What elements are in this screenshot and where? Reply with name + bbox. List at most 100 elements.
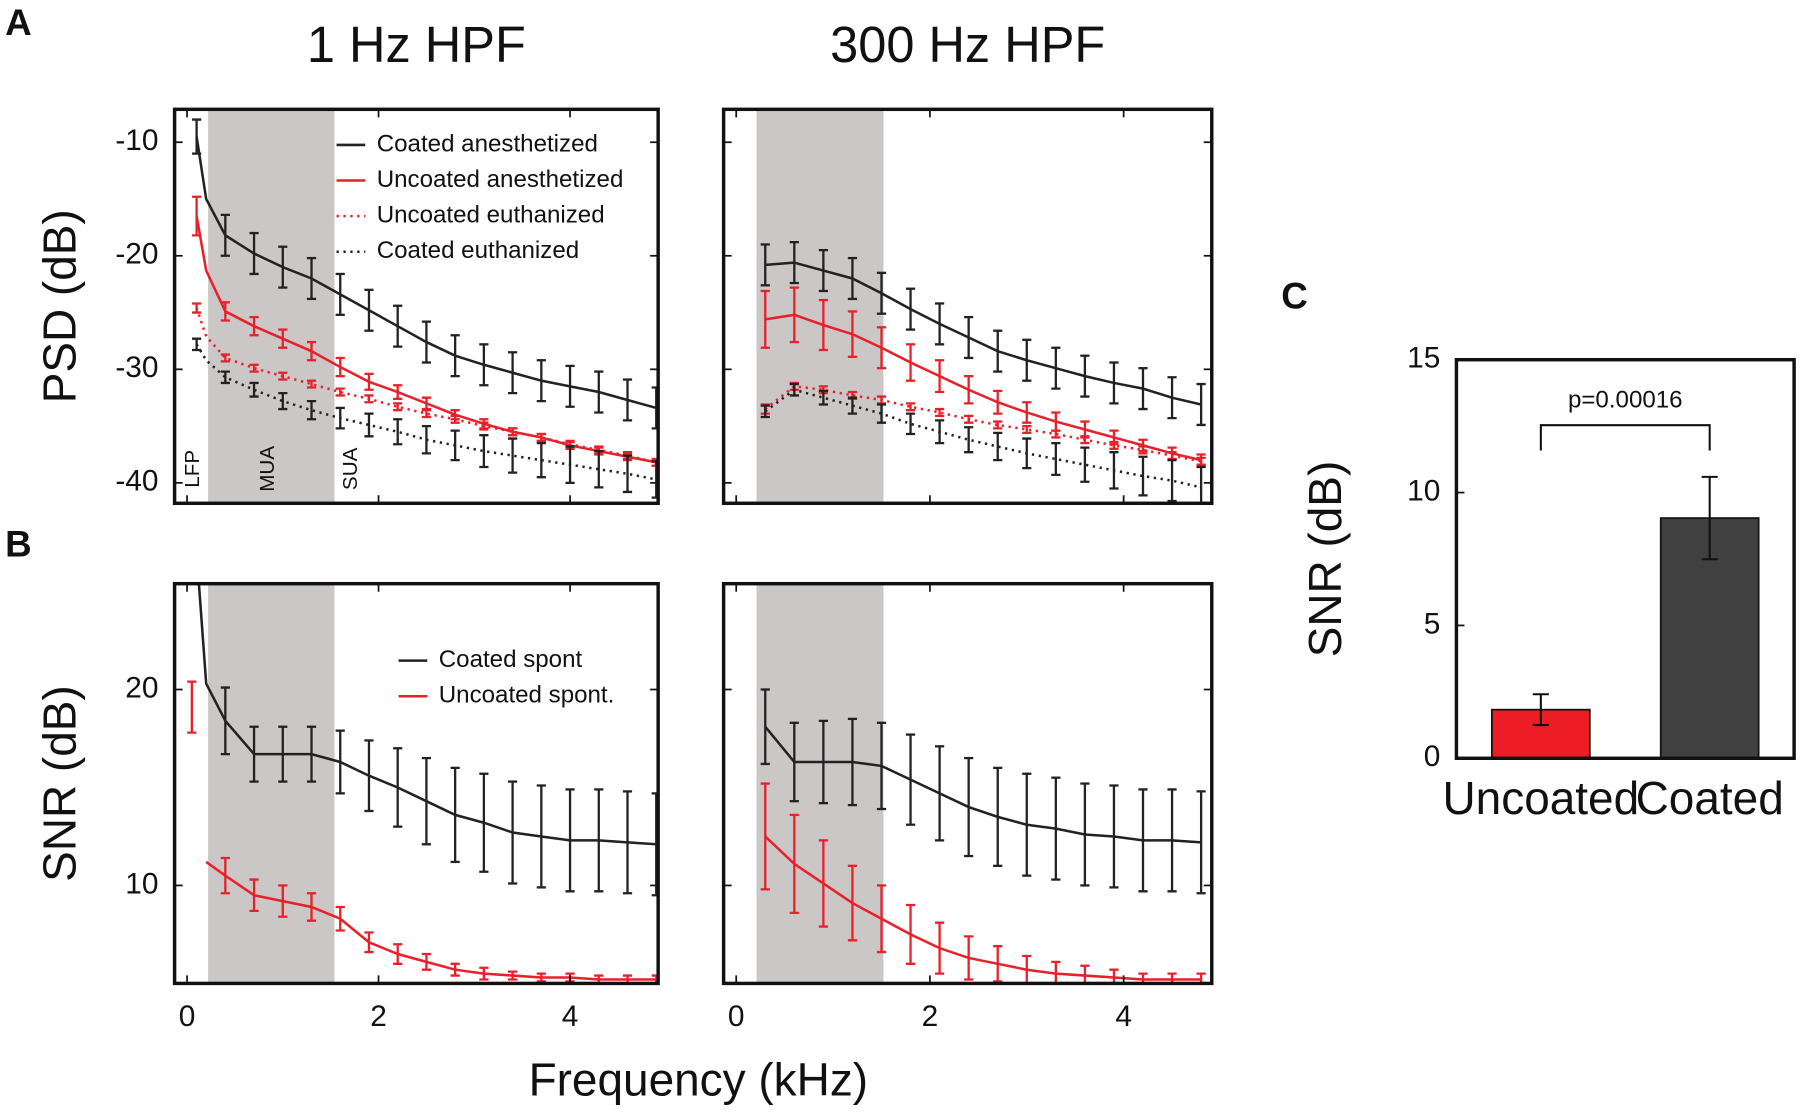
error-bar: [278, 245, 288, 289]
error-bar: [536, 359, 546, 403]
error-bar: [847, 396, 858, 415]
error-bar: [536, 441, 546, 479]
error-bar: [393, 943, 403, 965]
error-bar: [306, 340, 317, 362]
panel-letter: C: [1281, 276, 1308, 317]
x-axis-label: Frequency (kHz): [529, 1053, 869, 1105]
x-tick-label: 4: [1115, 1000, 1132, 1033]
error-bar: [760, 289, 770, 349]
error-bar: [964, 374, 974, 405]
error-bar: [306, 379, 317, 389]
error-bar: [818, 839, 828, 928]
error-bar: [192, 337, 202, 352]
error-bar: [1701, 475, 1718, 561]
y-tick-label: 20: [125, 671, 158, 704]
error-bar: [536, 784, 546, 889]
y-tick-label: 0: [1424, 740, 1441, 773]
plot-area: [192, 109, 659, 504]
error-bar: [249, 878, 259, 913]
error-bar: [935, 419, 945, 445]
error-bar: [249, 315, 259, 337]
error-bar: [508, 970, 518, 981]
error-bar: [450, 766, 460, 864]
y-tick-label: -20: [115, 238, 158, 271]
y-axis-label: SNR (dB): [1299, 461, 1351, 658]
error-bar: [1080, 446, 1090, 483]
error-bar: [364, 412, 374, 438]
error-bar: [364, 931, 374, 954]
error-bar: [565, 788, 575, 893]
error-bar: [651, 386, 659, 430]
error-bar: [993, 431, 1003, 462]
error-bar: [306, 892, 317, 922]
series-line: [197, 583, 657, 846]
error-bar: [393, 384, 403, 400]
error-bar: [1080, 782, 1090, 887]
annotation: p=0.00016: [1568, 386, 1683, 413]
series-line: [195, 307, 657, 464]
series-line: [764, 385, 1202, 463]
panel-letter: B: [5, 524, 32, 565]
error-bar: [1109, 451, 1119, 490]
error-bar: [905, 412, 916, 436]
y-tick-label: 5: [1424, 607, 1441, 640]
error-bar: [935, 921, 945, 975]
error-bar: [905, 343, 916, 382]
error-bar: [1080, 435, 1090, 445]
error-bar: [220, 213, 230, 257]
error-bar: [993, 766, 1003, 867]
error-bar: [964, 756, 974, 858]
error-bar: [335, 356, 345, 378]
shaded-band: [756, 109, 884, 504]
error-bar: [1022, 772, 1032, 877]
error-bar: [421, 320, 432, 364]
error-bar: [1022, 424, 1032, 435]
series-line: [765, 261, 1202, 406]
error-bar: [335, 272, 345, 316]
error-bar: [364, 372, 374, 391]
error-bar: [789, 241, 799, 285]
error-bar: [1051, 429, 1061, 439]
error-bar: [905, 733, 916, 826]
error-bar: [847, 310, 858, 358]
error-bar: [1022, 401, 1032, 424]
error-bar: [622, 378, 633, 422]
error-bar: [187, 680, 197, 734]
error-bar: [847, 256, 858, 301]
error-bar: [760, 404, 770, 419]
error-bar: [508, 351, 518, 395]
error-bar: [278, 884, 288, 918]
significance-bracket: [1539, 424, 1711, 451]
error-bar: [278, 392, 288, 411]
region-label: LFP: [181, 450, 204, 488]
error-bar: [335, 905, 345, 932]
series-line: [764, 725, 1202, 844]
y-tick-label: 10: [1407, 474, 1440, 507]
error-bar: [964, 414, 974, 424]
error-bar: [421, 424, 432, 455]
error-bar: [508, 780, 518, 885]
error-bar: [364, 739, 374, 813]
error-bar: [450, 429, 460, 462]
axes-frame: [721, 107, 1214, 506]
error-bar: [789, 286, 799, 344]
error-bar: [1167, 459, 1177, 503]
plot-area: [756, 109, 1206, 504]
error-bar: [306, 725, 317, 783]
series-line: [195, 215, 657, 464]
panel-title: 300 Hz HPF: [830, 16, 1105, 73]
error-bar: [249, 363, 259, 373]
y-axis-label: PSD (dB): [33, 209, 85, 403]
x-tick-label: 0: [179, 1000, 196, 1033]
error-bar: [1051, 776, 1061, 881]
error-bar: [1051, 346, 1061, 390]
error-bar: [335, 729, 345, 795]
series-line: [764, 835, 1202, 981]
series-line: [764, 388, 1202, 489]
error-bar: [536, 972, 546, 983]
error-bar: [789, 721, 799, 803]
error-bar: [1022, 437, 1032, 470]
panel-letter: A: [5, 2, 32, 43]
error-bar: [964, 315, 974, 360]
error-bar: [508, 437, 518, 474]
